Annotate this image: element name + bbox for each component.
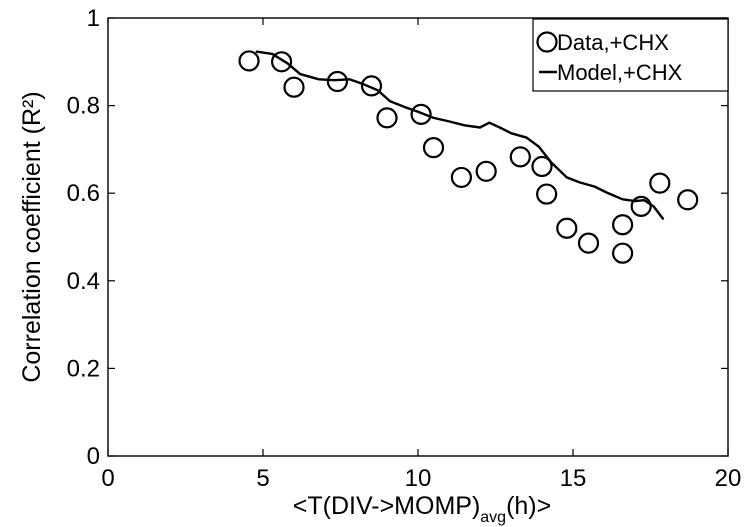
legend-box bbox=[532, 18, 729, 92]
data-point bbox=[410, 103, 432, 125]
y-axis-label: Correlation coefficient (R²) bbox=[18, 91, 46, 382]
x-axis-label: <T(DIV->MOMP)avg(h)> bbox=[293, 492, 551, 526]
data-point bbox=[630, 195, 652, 217]
data-point bbox=[611, 214, 634, 236]
data-point bbox=[475, 160, 497, 182]
data-point bbox=[649, 172, 671, 194]
x-axis-label-subscript: avg bbox=[480, 509, 506, 526]
y-tick-label: 0 bbox=[87, 443, 100, 470]
data-point bbox=[509, 146, 531, 168]
legend-circle-icon bbox=[536, 31, 558, 53]
legend: Data,+CHX Model,+CHX bbox=[532, 18, 729, 92]
x-axis-label-tail: (h)> bbox=[506, 492, 551, 520]
legend-label: Model,+CHX bbox=[557, 60, 683, 85]
x-tick-label: 5 bbox=[256, 465, 269, 492]
y-tick-label: 0.2 bbox=[67, 355, 100, 382]
y-tick-label: 0.4 bbox=[67, 268, 100, 295]
x-tick-label: 20 bbox=[715, 465, 742, 492]
data-point bbox=[271, 51, 293, 73]
axis-labels: Correlation coefficient (R²) <T(DIV->MOMP… bbox=[18, 91, 551, 526]
legend-label: Data,+CHX bbox=[557, 30, 669, 55]
data-point bbox=[238, 50, 260, 72]
x-tick-label: 15 bbox=[560, 465, 587, 492]
x-tick-label: 0 bbox=[101, 465, 114, 492]
y-tick-label: 1 bbox=[87, 5, 100, 32]
data-point bbox=[536, 183, 558, 205]
data-point bbox=[450, 166, 472, 189]
data-point bbox=[556, 217, 578, 239]
data-point bbox=[531, 155, 553, 178]
x-axis-label-main: <T(DIV->MOMP) bbox=[293, 492, 481, 520]
model-line bbox=[255, 50, 665, 220]
data-point bbox=[283, 76, 305, 98]
data-point bbox=[611, 242, 634, 264]
data-point bbox=[376, 107, 398, 129]
data-point bbox=[677, 189, 699, 211]
ticks: 0 5 10 15 20 0 0.2 0.4 0.6 0.8 1 bbox=[67, 5, 742, 492]
data-point bbox=[360, 75, 383, 97]
data-point bbox=[577, 232, 600, 254]
x-tick-label: 10 bbox=[405, 465, 432, 492]
y-tick-label: 0.8 bbox=[67, 93, 100, 120]
data-point bbox=[422, 137, 445, 159]
y-tick-label: 0.6 bbox=[67, 180, 100, 207]
series-layer bbox=[238, 50, 699, 264]
data-point bbox=[326, 70, 348, 93]
